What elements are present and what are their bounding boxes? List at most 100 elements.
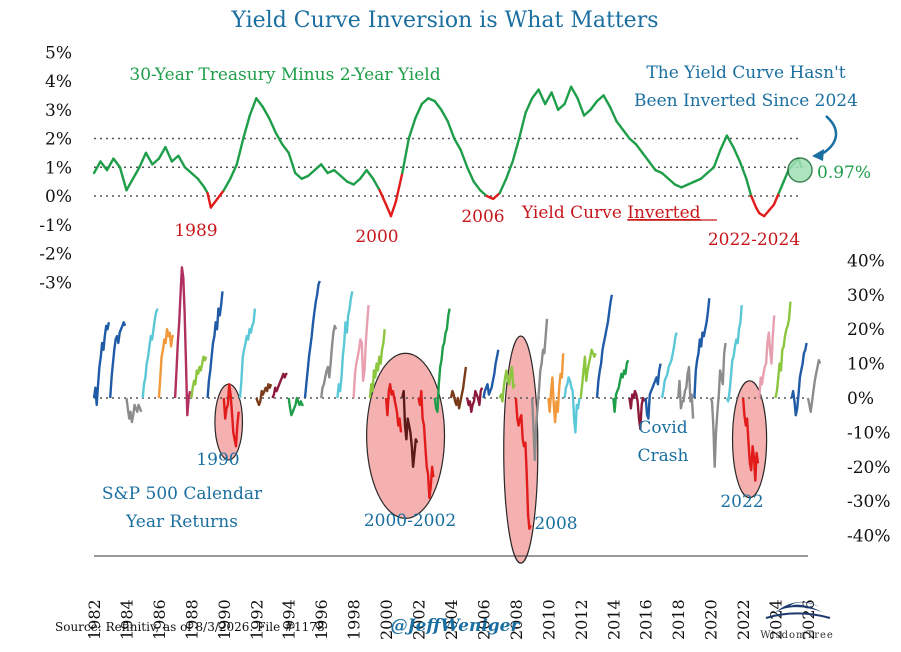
yield-curve-segment: [719, 134, 729, 152]
label-2006: 2006: [461, 207, 504, 227]
yield-curve-segment: [440, 108, 449, 123]
yield-curve-segment: [209, 197, 219, 209]
latest-value-label: 0.97%: [817, 163, 871, 183]
yield-curve-segment: [491, 191, 501, 201]
yield-curve-segment: [268, 117, 277, 134]
x-tick-label: 2008: [507, 599, 526, 640]
x-tick-label: 1996: [312, 599, 331, 640]
yield-curve-segment: [401, 137, 411, 175]
yield-curve-segment: [105, 157, 115, 172]
x-tick-label: 2000: [377, 599, 396, 640]
drawdown-circle: [731, 380, 768, 499]
label-1990: 1990: [196, 450, 239, 470]
tree-canopy-icon: [765, 612, 831, 619]
yield-curve-segment: [170, 154, 180, 163]
yield-y-tick-label: 4%: [45, 72, 72, 92]
yield-curve-segment: [92, 160, 102, 175]
year-return-line-2012: [579, 348, 597, 399]
x-tick-label: 1988: [182, 599, 201, 640]
yield-curve-segment: [157, 145, 167, 160]
latest-value-marker: [787, 157, 813, 183]
yield-curve-segment: [699, 171, 709, 180]
yield-y-tick-label: -1%: [39, 216, 72, 236]
yield-y-tick-label: -3%: [39, 273, 72, 293]
yield-curve-segment: [394, 171, 404, 203]
yield-y-tick-label: 1%: [45, 158, 72, 178]
returns-y-tick-label: 30%: [847, 286, 885, 306]
yield-curve-segment: [261, 105, 271, 120]
x-tick-label: 1990: [215, 599, 234, 640]
yield-y-tick-label: 2%: [45, 130, 72, 150]
yield-curve-segment: [589, 99, 599, 111]
yield-curve-segment: [446, 120, 456, 140]
yield-curve-segment: [479, 189, 488, 198]
returns-y-tick-label: 20%: [847, 320, 885, 340]
yield-curve-segment: [453, 137, 462, 152]
yield-curve-segment: [433, 99, 443, 111]
year-return-line-1993: [271, 372, 288, 399]
yield-curve-segment: [582, 108, 592, 117]
yield-curve-segment: [294, 171, 303, 180]
callout-arrow-head: [812, 149, 824, 161]
author-handle: @JeffWeniger: [391, 616, 521, 636]
yield-curve-segment: [576, 97, 586, 117]
yield-curve-segment: [313, 163, 323, 172]
yield-curve-segment: [563, 85, 573, 106]
x-tick-label: 2006: [474, 599, 493, 640]
callout-line-2: Been Inverted Since 2024: [634, 91, 858, 111]
label-2022-2024: 2022-2024: [708, 230, 800, 250]
x-axis-years: 1982 1984 1986 1988 1990 1992 1994 1996 1998 2000…: [85, 555, 818, 640]
yield-curve-segment: [569, 85, 579, 100]
returns-y-tick-label: -20%: [847, 458, 891, 478]
returns-y-tick-label: -10%: [847, 423, 891, 443]
year-return-line-2000: [384, 383, 403, 433]
x-tick-label: 2014: [604, 599, 623, 640]
yield-curve-segment: [706, 166, 716, 175]
yield-curve-segment: [777, 180, 785, 195]
wisdomtree-logo: WisdomTree: [760, 601, 833, 641]
year-return-line-2003: [433, 308, 451, 413]
x-tick-label: 2016: [637, 599, 656, 640]
yield-curve-segment: [628, 137, 638, 146]
yield-curve-segment: [164, 145, 174, 163]
yield-curve-series: [92, 85, 803, 218]
label-2000-2002: 2000-2002: [364, 511, 456, 531]
x-tick-label: 2002: [410, 599, 429, 640]
year-return-line-2014: [612, 359, 630, 413]
yield-curve-segment: [472, 180, 482, 192]
yield-curve-segment: [216, 189, 226, 201]
year-return-line-1982: [92, 322, 111, 407]
yield-curve-segment: [287, 151, 297, 175]
yield-y-tick-label: 0%: [45, 187, 72, 207]
yield-curve-segment: [358, 168, 368, 180]
yield-curve-segment: [621, 128, 631, 140]
yield-y-tick-label: -2%: [39, 245, 72, 265]
yield-curve-segment: [745, 177, 753, 198]
chart-title: Yield Curve Inversion is What Matters: [230, 8, 658, 33]
yield-curve-segment: [543, 91, 553, 106]
x-tick-label: 2012: [572, 599, 591, 640]
returns-y-tick-label: 10%: [847, 355, 885, 375]
x-tick-label: 2004: [442, 599, 461, 640]
callout-line-1: The Yield Curve Hasn't: [646, 63, 845, 83]
year-return-line-1996: [320, 324, 338, 399]
yield-curve-segment: [196, 177, 206, 189]
yield-curve-segment: [524, 97, 534, 114]
sp500-label-line-2: Year Returns: [125, 512, 238, 532]
yield-reference-lines: [94, 137, 800, 197]
yield-curve-segment: [319, 163, 329, 175]
year-return-line-2019: [693, 298, 711, 399]
yield-curve-segment: [255, 97, 264, 109]
x-tick-label: 1992: [247, 599, 266, 640]
yield-curve-segment: [647, 160, 657, 172]
returns-y-tick-label: -30%: [847, 492, 891, 512]
yield-curve-segment: [732, 145, 742, 163]
yield-curve-segment: [511, 137, 521, 163]
calendar-year-returns-series: [92, 266, 822, 530]
x-tick-label: 1986: [150, 599, 169, 640]
yield-curve-segment: [151, 157, 161, 166]
year-return-line-2005: [466, 387, 484, 413]
yield-curve-segment: [550, 91, 560, 111]
x-tick-label: 1998: [345, 599, 364, 640]
yield-series-label: 30-Year Treasury Minus 2-Year Yield: [129, 65, 440, 85]
